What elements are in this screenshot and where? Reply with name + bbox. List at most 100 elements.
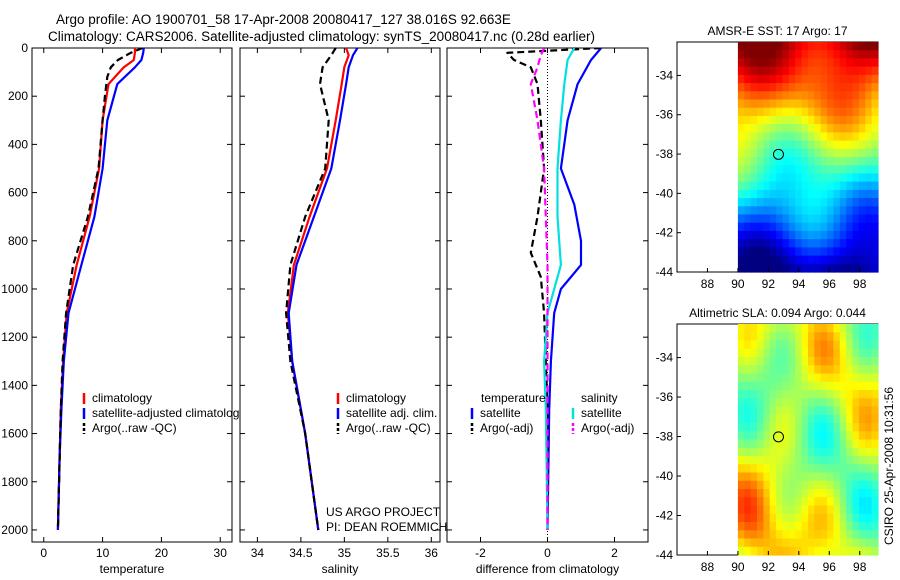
temperature-xtick-label: 0 — [40, 546, 47, 560]
sla-map-cell — [827, 381, 835, 391]
sla-map-cell — [839, 546, 847, 556]
sst-map-cell — [776, 157, 784, 166]
sla-map-cell — [808, 480, 815, 490]
sst-map-cell — [776, 181, 784, 191]
salinity-xlabel: salinity — [322, 562, 359, 576]
sst-map-cell — [852, 124, 860, 133]
sst-map-cell — [782, 189, 790, 199]
sla-map-cell — [814, 447, 822, 457]
sst-map-cell — [737, 255, 745, 265]
sla-map-cell — [871, 340, 879, 350]
sst-map-cell — [852, 165, 860, 174]
sst-map-cell — [808, 198, 815, 207]
sla-map-cell — [865, 546, 873, 556]
sst-map-cell — [839, 255, 847, 265]
sla-map-cell — [865, 406, 873, 416]
sst-map-cell — [814, 66, 822, 76]
sst-map-cell — [769, 132, 777, 142]
sla-map-cell — [833, 381, 841, 391]
sla-map-cell — [788, 522, 796, 531]
sst-map-cell — [763, 189, 771, 199]
sst-map-cell — [757, 58, 764, 68]
sst-map-cell — [839, 239, 847, 248]
sla-map-cell — [788, 390, 796, 399]
sst-map-cell — [801, 42, 809, 51]
temperature-panel: 0 10 20 30 0 200 400 600 800 1000 1200 1400 1600 1800… — [1, 41, 245, 576]
sla-map-cell — [763, 348, 771, 358]
sst-map-cell — [788, 148, 796, 158]
difference-series-line — [542, 48, 576, 531]
sla-map-cell — [744, 489, 752, 498]
sla-map-cell — [871, 423, 879, 432]
sst-map-cell — [776, 42, 784, 51]
sla-map-cell — [820, 414, 828, 424]
sla-map-cell — [833, 522, 841, 531]
difference-xtick-label: -2 — [475, 546, 486, 560]
sla-map-cell — [865, 439, 873, 449]
sst-map-cell — [769, 66, 777, 76]
sst-map-cell — [858, 247, 866, 257]
sla-map-cell — [871, 390, 879, 399]
sla-map-cell — [846, 464, 854, 474]
sst-map-cell — [808, 148, 815, 158]
sla-map-cell — [871, 447, 879, 457]
sst-map-cell — [808, 247, 815, 257]
sst-map-cell — [795, 99, 803, 109]
sla-map-cell — [750, 439, 758, 449]
sla-map-cell — [801, 464, 809, 474]
sst-map-cell — [846, 173, 854, 183]
sst-map-cell — [763, 66, 771, 76]
sst-map-cell — [757, 255, 764, 265]
figure-title-line2: Climatology: CARS2006. Satellite-adjuste… — [48, 29, 596, 44]
sst-map-cell — [871, 99, 879, 109]
sla-map-cell — [757, 530, 764, 540]
sla-map-cell — [744, 464, 752, 474]
sst-map-cell — [757, 181, 764, 191]
sla-map-cell — [801, 348, 809, 358]
sla-map-cell — [763, 497, 771, 507]
sst-map-cell — [833, 124, 841, 133]
sst-map-cell — [776, 189, 784, 199]
sst-map-cell — [750, 247, 758, 257]
sst-map-cell — [808, 181, 815, 191]
sst-map-cell — [737, 247, 745, 257]
sla-map-cell — [820, 513, 828, 523]
sst-map-cell — [865, 189, 873, 199]
sst-map-cell — [788, 66, 796, 76]
sst-map-cell — [865, 66, 873, 76]
sst-map-cell — [801, 189, 809, 199]
sst-map-cell — [744, 222, 752, 232]
sst-map-cell — [795, 198, 803, 207]
sla-map-cell — [757, 497, 764, 507]
sst-map-cell — [852, 66, 860, 76]
sla-map-cell — [737, 439, 745, 449]
sst-map-cell — [750, 132, 758, 142]
sla-map-cell — [788, 373, 796, 383]
sla-map-cell — [820, 423, 828, 432]
sst-map-cell — [769, 50, 777, 59]
sla-map-cell — [871, 439, 879, 449]
sst-map-cell — [801, 230, 809, 240]
sla-map-cell — [833, 497, 841, 507]
sst-map-cell — [820, 255, 828, 265]
sst-map-cell — [782, 173, 790, 183]
sla-map-cell — [820, 538, 828, 548]
sla-map-argo-marker — [772, 431, 784, 443]
sla-map-cell — [839, 464, 847, 474]
sla-map-cell — [769, 538, 777, 548]
sla-map-cell — [833, 439, 841, 449]
sst-map-cell — [788, 222, 796, 232]
sla-map-cell — [808, 497, 815, 507]
sst-map-cell — [808, 239, 815, 248]
sst-map-cell — [737, 50, 745, 59]
sst-map-cell — [833, 230, 841, 240]
sst-map-cell — [801, 124, 809, 133]
sla-map-cell — [801, 439, 809, 449]
sst-map-cell — [839, 173, 847, 183]
sst-map-cell — [827, 189, 835, 199]
sla-map-cell — [858, 439, 866, 449]
sla-map-cell — [776, 456, 784, 465]
sla-map-cell — [833, 456, 841, 465]
sst-map-cell — [737, 132, 745, 142]
sla-map-cell — [858, 373, 866, 383]
